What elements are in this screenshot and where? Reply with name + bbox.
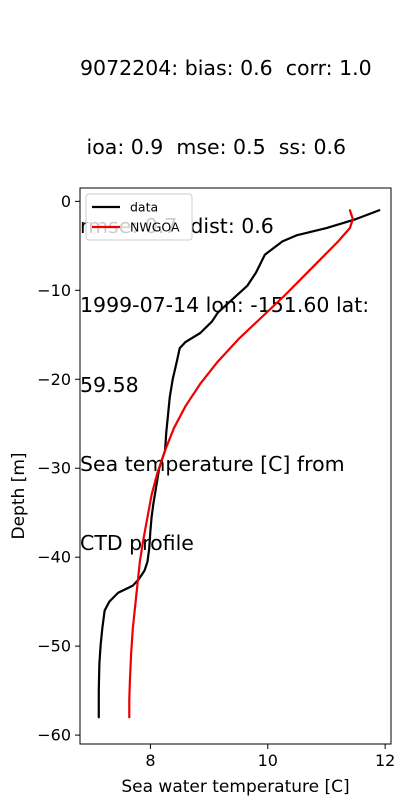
x-tick-label: 10 [258, 751, 278, 770]
title-line-5: 59.58 [80, 372, 139, 397]
y-tick-label: −40 [37, 548, 71, 567]
series-lines [97, 209, 381, 719]
x-axis-label: Sea water temperature [C] [121, 777, 349, 797]
series-line-nwgoa [128, 209, 354, 719]
title-line-2: ioa: 0.9 mse: 0.5 ss: 0.6 [80, 135, 347, 160]
y-tick-label: −50 [37, 637, 71, 656]
x-tick-label: 12 [375, 751, 395, 770]
y-axis-ticks: 0 −10 −20 −30 −40 −50 −60 [37, 192, 80, 745]
y-tick-label: −20 [37, 370, 71, 389]
y-axis-label: Depth [m] [9, 452, 29, 539]
y-tick-label: −10 [37, 281, 71, 300]
plot-frame [79, 187, 392, 745]
y-tick-label: 0 [61, 192, 71, 211]
legend: data NWGOA [85, 193, 193, 241]
title-line-7: CTD profile [80, 531, 194, 556]
y-tick-label: −60 [37, 726, 71, 745]
legend-label: NWGOA [130, 220, 180, 235]
x-tick-label: 8 [145, 751, 155, 770]
y-tick-label: −30 [37, 459, 71, 478]
title-line-1: 9072204: bias: 0.6 corr: 1.0 [80, 55, 372, 80]
series-line-data [97, 209, 381, 719]
legend-box [85, 193, 193, 241]
title-line-4: 1999-07-14 lon: -151.60 lat: [80, 293, 370, 318]
x-axis-ticks: 8 10 12 [145, 744, 395, 770]
legend-label: data [130, 200, 158, 215]
title-line-6: Sea temperature [C] from [80, 451, 345, 476]
